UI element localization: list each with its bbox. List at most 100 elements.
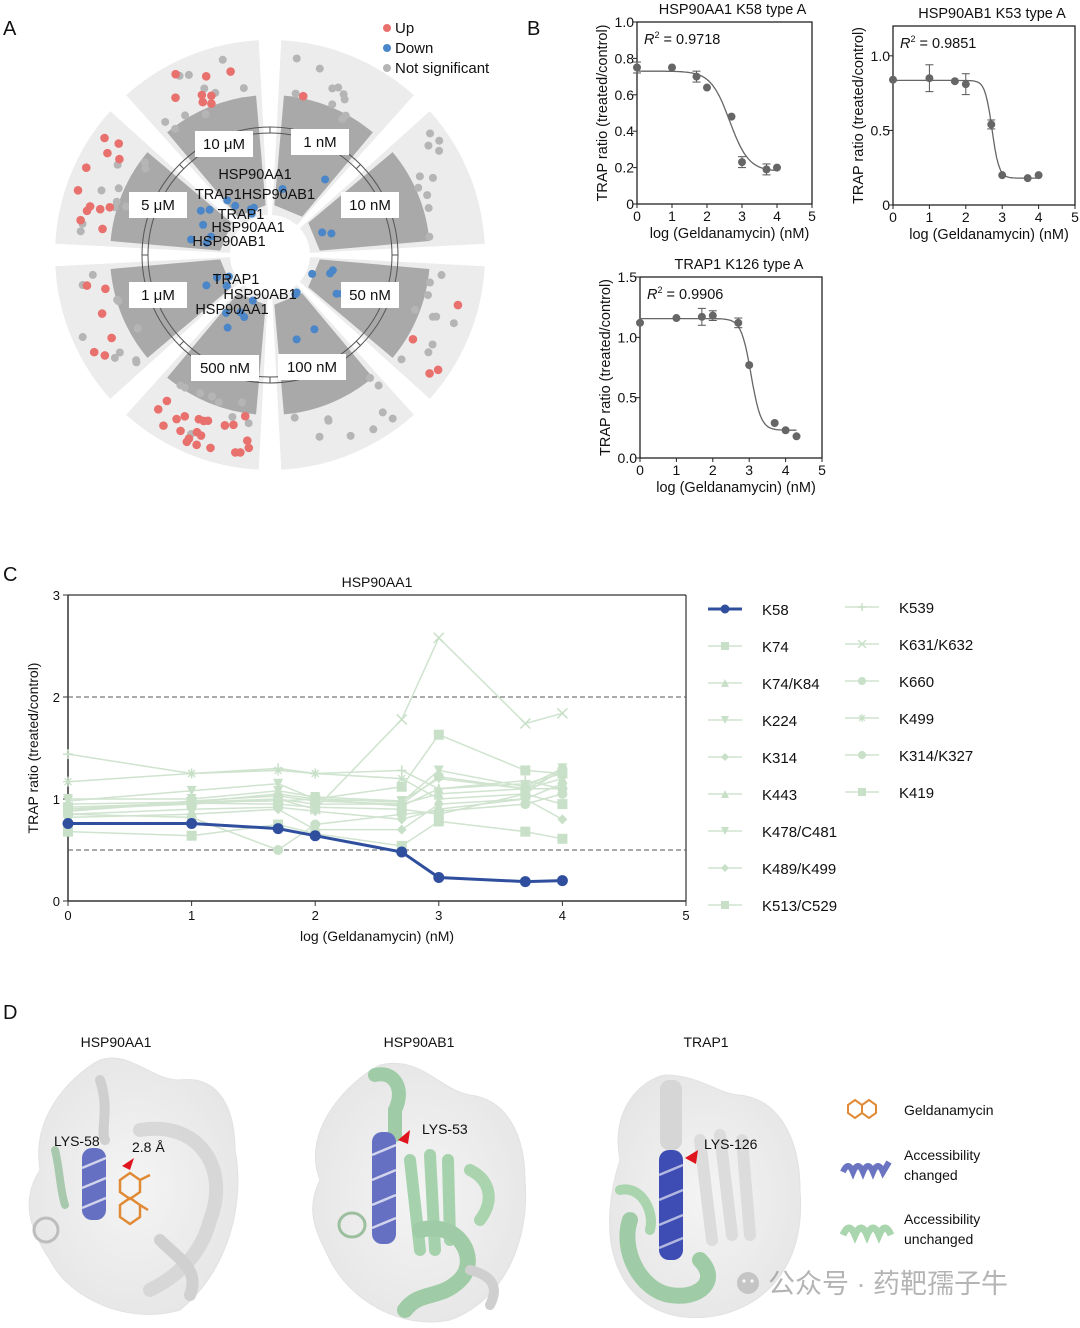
residue-label-lys126: LYS-126	[704, 1136, 758, 1152]
data-point	[62, 817, 74, 829]
x-tick-label: 3	[435, 908, 442, 923]
legend-marker	[858, 751, 866, 759]
sector-label-box	[129, 282, 187, 308]
point-down	[202, 238, 211, 247]
point-up	[207, 91, 216, 101]
point-not-significant	[315, 432, 324, 441]
y-tick-label: 0.2	[615, 160, 635, 176]
legend-marker	[721, 716, 729, 724]
chart-title: HSP90AA1 K58 type A	[659, 2, 807, 18]
protein-label: TRAP1HSP90AB1	[195, 187, 315, 203]
point-not-significant	[328, 84, 337, 93]
point-up	[176, 426, 185, 436]
data-point	[770, 419, 779, 428]
point-up	[453, 300, 463, 310]
data-point	[520, 826, 531, 837]
point-not-significant	[196, 389, 205, 398]
legend-marker	[721, 679, 729, 687]
sector-label-box	[341, 192, 399, 218]
watermark-text: 公众号 · 药靶孺子牛	[768, 1269, 1008, 1299]
y-tick-label: 0	[53, 894, 60, 909]
data-point	[557, 773, 568, 784]
point-up	[82, 281, 92, 290]
point-up	[159, 421, 168, 430]
protein-label: TRAP1	[213, 272, 260, 288]
point-down	[207, 232, 216, 241]
point-down	[278, 184, 287, 193]
point-up	[433, 365, 443, 375]
series-k419	[63, 729, 568, 815]
x-tick-label: 5	[808, 208, 816, 224]
point-down	[202, 281, 211, 290]
data-point	[396, 824, 407, 835]
data-point	[63, 826, 73, 837]
y-axis-label: TRAP ratio (treated/control)	[595, 24, 611, 201]
legend-marker	[721, 864, 729, 872]
data-point	[186, 768, 197, 779]
series-line	[67, 798, 563, 821]
structure-panel: HSP90AA1 HSP90AB1 TRAP1 LYS-58 2.8 Å	[28, 1034, 1008, 1323]
point-not-significant	[132, 358, 141, 367]
data-point	[672, 314, 681, 323]
point-not-significant	[78, 333, 87, 342]
data-point	[520, 788, 531, 799]
data-point	[556, 875, 568, 887]
data-point	[998, 171, 1007, 180]
sector-backgrounds	[55, 40, 485, 470]
residue-label-lys58: LYS-58	[54, 1133, 100, 1149]
y-tick-label: 0.4	[615, 123, 635, 139]
x-tick-label: 2	[312, 908, 319, 923]
point-not-significant	[424, 141, 433, 150]
point-not-significant	[115, 348, 124, 357]
plot-frame	[636, 21, 813, 205]
data-point	[738, 158, 746, 167]
volcano-legend: Up Down Not significant	[383, 20, 490, 77]
y-axis-label: TRAP ratio (treated/control)	[851, 27, 867, 204]
sector-labels: 1 nM 10 nM 50 nM 100 nM 500 nM 1 μM 5 μM 10 μM	[129, 129, 399, 381]
point-not-significant	[435, 136, 444, 145]
data-point	[1023, 174, 1032, 183]
structure-title-trap1: TRAP1	[683, 1034, 728, 1050]
y-tick-label: 1.0	[871, 48, 891, 64]
geldanamycin-molecule	[118, 1171, 151, 1226]
sector-label-box	[195, 131, 253, 157]
point-up	[298, 91, 308, 101]
point-not-significant	[291, 89, 300, 98]
legend-label: K489/K499	[762, 861, 836, 878]
point-down	[328, 266, 337, 275]
legend-label: K224	[762, 713, 797, 730]
point-not-significant	[424, 348, 433, 357]
distance-label: 2.8 Å	[132, 1139, 165, 1155]
point-up	[107, 333, 116, 343]
data-point	[697, 312, 706, 321]
data-point	[63, 776, 73, 787]
point-not-significant	[218, 55, 227, 64]
x-tick-label: 5	[818, 462, 826, 478]
y-axis-label: TRAP ratio (treated/control)	[598, 279, 614, 456]
legend-label: Up	[395, 20, 414, 37]
point-up	[182, 437, 192, 447]
point-not-significant	[201, 110, 210, 119]
y-tick-label: 3	[53, 588, 60, 603]
y-tick-label: 1.5	[618, 269, 638, 285]
plot-frame	[892, 25, 1076, 206]
x-tick-label: 5	[682, 908, 689, 923]
dense-points-cloud	[167, 293, 266, 415]
data-point	[692, 72, 701, 81]
y-tick-label: 2	[53, 690, 60, 705]
x-tick-label: 4	[782, 462, 790, 478]
point-up	[226, 67, 235, 76]
point-not-significant	[133, 324, 142, 333]
legend-marker	[720, 604, 730, 614]
point-not-significant	[76, 227, 85, 236]
legend-marker	[721, 642, 729, 650]
point-not-significant	[161, 117, 170, 126]
x-axis-label: log (Geldanamycin) (nM)	[300, 928, 454, 944]
legend-marker	[858, 677, 866, 685]
data-point	[273, 796, 284, 807]
panel-label-b: B	[527, 18, 541, 40]
point-down	[308, 269, 317, 278]
chart-title: TRAP1 K126 type A	[675, 257, 804, 273]
protein-label: HSP90AA1	[218, 167, 291, 183]
point-down	[205, 205, 214, 214]
